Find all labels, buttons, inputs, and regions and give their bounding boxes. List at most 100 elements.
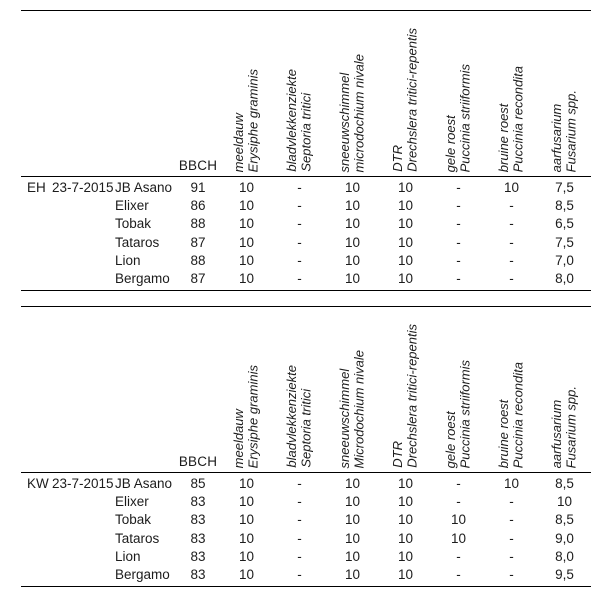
- cell-value: 10: [344, 216, 361, 232]
- cell-value: -: [297, 179, 302, 195]
- cell-value: 8,5: [555, 197, 574, 213]
- variety-name: Tataros: [115, 530, 160, 546]
- cell-value: -: [297, 252, 302, 268]
- table-row: Tataros 83 10 - 10 10 10 - 9,0: [21, 529, 591, 547]
- rotated-header-label: DTR Drechslera tritici-repentis: [390, 28, 420, 172]
- section-label: EH: [27, 179, 46, 195]
- cell-value: 10: [556, 493, 573, 509]
- column-header-sneeuwschimmel: sneeuwschimmel microdochium nivale: [326, 11, 379, 176]
- bbch-value: 83: [190, 493, 206, 509]
- table-row: KW 23-7-2015 JB Asano 85 10 - 10 10 - 10…: [21, 474, 591, 492]
- rotated-header-label: sneeuwschimmel microdochium nivale: [337, 53, 367, 173]
- cell-value: 10: [397, 216, 414, 232]
- cell-value: 10: [344, 512, 361, 528]
- cell-value: -: [509, 197, 514, 213]
- cell-value: 8,0: [555, 271, 574, 287]
- table-row: EH 23-7-2015 JB Asano 91 10 - 10 10 - 10…: [21, 178, 591, 196]
- bbch-value: 83: [190, 567, 206, 583]
- cell-value: 9,5: [555, 567, 574, 583]
- cell-value: -: [509, 252, 514, 268]
- bbch-value: 83: [190, 548, 206, 564]
- cell-value: -: [456, 271, 461, 287]
- table-row: Elixer 86 10 - 10 10 - - 8,5: [21, 196, 591, 214]
- bbch-value: 83: [190, 512, 206, 528]
- variety-name: JB Asano: [115, 475, 173, 491]
- cell-value: 10: [450, 512, 467, 528]
- cell-value: -: [297, 512, 302, 528]
- cell-value: 10: [397, 512, 414, 528]
- cell-value: 10: [344, 271, 361, 287]
- variety-name: Lion: [115, 252, 141, 268]
- cell-value: -: [297, 548, 302, 564]
- variety-name: Bergamo: [115, 271, 170, 287]
- table-row: Bergamo 87 10 - 10 10 - - 8,0: [21, 269, 591, 287]
- table-header-kw: BBCH meeldauw Erysiphe graminis bladvlek…: [21, 306, 591, 473]
- cell-value: 10: [397, 252, 414, 268]
- rotated-header-label: bladvlekkenziekte Septoria tritici: [284, 69, 314, 172]
- table-header-eh: BBCH meeldauw Erysiphe graminis bladvlek…: [21, 10, 591, 177]
- cell-value: 10: [397, 271, 414, 287]
- cell-value: 10: [397, 197, 414, 213]
- cell-value: -: [297, 216, 302, 232]
- table-row: Lion 83 10 - 10 10 - - 8,0: [21, 547, 591, 565]
- rotated-header-label: gele roest Puccinia striiformis: [443, 359, 473, 468]
- cell-value: -: [297, 493, 302, 509]
- cell-value: 10: [503, 475, 520, 491]
- rotated-header-label: aarfusarium Fusarium spp.: [549, 89, 579, 172]
- bbch-value: 91: [190, 179, 206, 195]
- cell-value: -: [456, 179, 461, 195]
- cell-value: 7,5: [555, 234, 574, 250]
- cell-value: -: [456, 197, 461, 213]
- column-header-meeldauw: meeldauw Erysiphe graminis: [220, 307, 273, 472]
- cell-value: 10: [344, 475, 361, 491]
- cell-value: 8,0: [555, 548, 574, 564]
- column-header-aarfusarium: aarfusarium Fusarium spp.: [538, 11, 591, 176]
- cell-value: -: [297, 567, 302, 583]
- cell-value: -: [509, 567, 514, 583]
- cell-value: 10: [238, 197, 255, 213]
- variety-name: JB Asano: [115, 179, 173, 195]
- column-header-bladvlekkenziekte: bladvlekkenziekte Septoria tritici: [273, 307, 326, 472]
- cell-value: -: [509, 216, 514, 232]
- cell-value: -: [297, 530, 302, 546]
- cell-value: 10: [238, 271, 255, 287]
- column-header-sneeuwschimmel: sneeuwschimmel Microdochium nivale: [326, 307, 379, 472]
- date-label: 23-7-2015: [52, 475, 114, 491]
- cell-value: -: [456, 252, 461, 268]
- cell-value: -: [297, 271, 302, 287]
- rotated-header-label: meeldauw Erysiphe graminis: [231, 364, 261, 468]
- rotated-header-label: sneeuwschimmel Microdochium nivale: [337, 349, 367, 469]
- cell-value: 10: [344, 234, 361, 250]
- cell-value: 10: [238, 252, 255, 268]
- cell-value: 10: [238, 234, 255, 250]
- cell-value: 10: [397, 567, 414, 583]
- cell-value: 6,5: [555, 216, 574, 232]
- cell-value: 10: [397, 179, 414, 195]
- cell-value: 9,0: [555, 530, 574, 546]
- table-row: Tobak 83 10 - 10 10 10 - 8,5: [21, 511, 591, 529]
- cell-value: 10: [397, 548, 414, 564]
- cell-value: 7,5: [555, 179, 574, 195]
- column-header-gele-roest: gele roest Puccinia striiformis: [432, 307, 485, 472]
- bbch-value: 85: [190, 475, 206, 491]
- header-spacer: [21, 307, 176, 472]
- cell-value: 10: [344, 197, 361, 213]
- cell-value: -: [509, 512, 514, 528]
- cell-value: -: [509, 548, 514, 564]
- cell-value: -: [456, 493, 461, 509]
- cell-value: 10: [450, 530, 467, 546]
- cell-value: -: [509, 234, 514, 250]
- cell-value: -: [509, 493, 514, 509]
- rotated-header-label: bladvlekkenziekte Septoria tritici: [284, 365, 314, 468]
- column-header-bruine-roest: bruine roest Puccinia recondita: [485, 11, 538, 176]
- cell-value: 10: [397, 530, 414, 546]
- variety-name: Tataros: [115, 234, 160, 250]
- section-label: KW: [27, 475, 49, 491]
- cell-value: -: [297, 475, 302, 491]
- cell-value: -: [456, 234, 461, 250]
- cell-value: 7,0: [555, 252, 574, 268]
- table-row: Lion 88 10 - 10 10 - - 7,0: [21, 251, 591, 269]
- cell-value: -: [509, 271, 514, 287]
- variety-name: Elixer: [115, 493, 149, 509]
